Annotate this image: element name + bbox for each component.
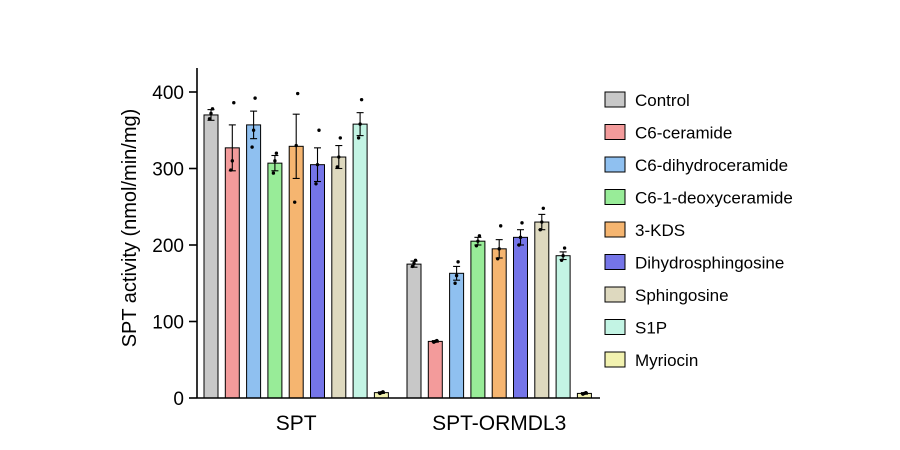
data-point — [229, 168, 233, 172]
data-point — [358, 122, 362, 126]
legend-label: S1P — [635, 319, 667, 338]
legend-label: C6-ceramide — [635, 124, 732, 143]
legend-swatch — [604, 189, 626, 205]
bar — [534, 221, 550, 399]
bar — [352, 123, 368, 399]
bar — [513, 236, 528, 399]
data-point — [335, 165, 339, 169]
legend-label: Sphingosine — [635, 286, 729, 305]
legend-label: Control — [635, 91, 690, 110]
legend-swatch — [604, 286, 626, 303]
data-point — [315, 162, 320, 167]
y-tick-label: 100 — [152, 313, 184, 334]
legend-swatch — [604, 91, 626, 108]
bar — [555, 255, 571, 399]
data-point — [314, 182, 318, 186]
data-point — [453, 281, 457, 285]
data-point — [296, 91, 300, 96]
data-point — [412, 261, 416, 266]
data-point — [274, 151, 279, 155]
y-axis-ticks: 0 100 200 300 400 — [152, 83, 197, 410]
bar — [449, 272, 465, 399]
legend-swatch — [604, 254, 626, 270]
x-category-label: SPT-ORMDL3 — [432, 412, 566, 435]
legend-swatch — [604, 156, 626, 173]
data-point — [517, 243, 521, 247]
data-point — [456, 260, 460, 264]
data-point — [559, 258, 564, 262]
data-point — [518, 235, 523, 240]
data-point — [435, 338, 439, 343]
data-point — [413, 258, 418, 262]
data-point — [541, 206, 545, 210]
bar — [224, 147, 240, 399]
data-point — [338, 136, 342, 140]
bar — [406, 263, 422, 399]
y-tick-label: 300 — [152, 160, 184, 181]
data-point — [476, 239, 480, 243]
bar — [267, 162, 283, 399]
data-point — [317, 128, 321, 132]
bars-layer — [203, 91, 592, 399]
data-point — [293, 200, 297, 204]
legend: Control C6-ceramide C6-dihydroceramide C6-1… — [604, 91, 793, 370]
bar — [246, 124, 262, 399]
data-point — [251, 128, 256, 132]
data-point — [337, 155, 341, 159]
data-point — [209, 111, 213, 116]
data-point — [584, 390, 588, 395]
data-point — [540, 220, 544, 224]
data-point — [454, 273, 459, 278]
y-tick-label: 200 — [152, 236, 184, 257]
legend-swatch — [604, 351, 626, 368]
data-point — [273, 159, 277, 163]
data-point — [474, 244, 479, 248]
data-point — [561, 254, 565, 258]
data-point — [271, 171, 276, 175]
data-point — [562, 246, 567, 250]
data-point — [232, 101, 236, 105]
bar — [331, 156, 347, 399]
data-point — [410, 264, 415, 269]
data-point — [477, 234, 482, 238]
data-point — [496, 257, 500, 261]
legend-label: Dihydrosphingosine — [635, 254, 784, 273]
y-tick-label: 400 — [152, 83, 184, 104]
data-point — [381, 390, 385, 394]
legend-swatch — [604, 124, 626, 140]
x-category-label: SPT — [276, 412, 317, 435]
category-labels: SPT SPT-ORMDL3 — [276, 412, 567, 435]
data-point — [356, 136, 361, 140]
y-axis-title: SPT activity (nmol/min/mg) — [119, 109, 141, 348]
y-tick-label: 0 — [173, 389, 184, 410]
data-point — [538, 228, 542, 232]
data-point — [210, 107, 215, 111]
legend-swatch — [604, 221, 626, 238]
data-point — [230, 159, 234, 163]
data-point — [520, 221, 524, 225]
legend-label: C6-1-deoxyceramide — [635, 189, 793, 208]
data-point — [497, 247, 501, 251]
data-point — [294, 143, 298, 148]
data-point — [499, 224, 503, 228]
bar — [310, 164, 325, 399]
legend-label: 3-KDS — [635, 221, 685, 240]
bar — [203, 114, 219, 399]
bar — [470, 240, 486, 399]
bar — [427, 340, 443, 399]
bar — [491, 248, 507, 399]
data-point — [207, 117, 212, 121]
data-point — [359, 97, 364, 102]
data-point — [250, 145, 254, 149]
legend-label: Myriocin — [635, 351, 698, 370]
legend-swatch — [604, 319, 626, 335]
bar — [288, 145, 304, 399]
data-point — [253, 96, 257, 100]
legend-label: C6-dihydroceramide — [635, 156, 788, 175]
